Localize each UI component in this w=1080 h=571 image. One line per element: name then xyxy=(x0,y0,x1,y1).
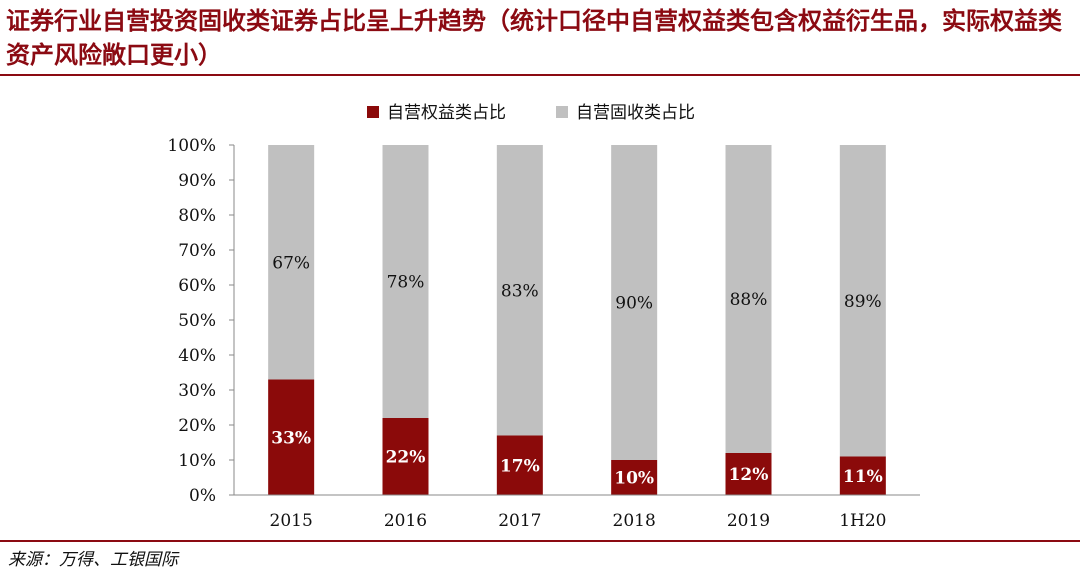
y-tick-label: 60% xyxy=(178,276,216,296)
x-tick-label: 2015 xyxy=(270,511,313,531)
data-label-fixed-income: 88% xyxy=(730,290,768,310)
source-note: 来源：万得、工银国际 xyxy=(8,550,178,570)
data-label-equity: 33% xyxy=(271,428,311,448)
bar-equity xyxy=(496,435,543,495)
legend-label-fixed-income: 自营固收类占比 xyxy=(576,103,695,123)
y-tick-label: 0% xyxy=(189,486,216,506)
data-label-equity: 11% xyxy=(843,467,883,487)
bar-equity xyxy=(725,453,772,495)
bars: 33% 67% 22% 78% 17% 83% 10% 90% 12% 88% 11% 89% xyxy=(268,145,886,495)
title-divider xyxy=(0,74,1080,76)
y-tick-label: 40% xyxy=(178,346,216,366)
data-label-equity: 10% xyxy=(614,469,654,489)
data-label-fixed-income: 89% xyxy=(844,292,882,312)
y-tick-label: 90% xyxy=(178,171,216,191)
bar-fixed-income xyxy=(839,145,886,457)
data-label-fixed-income: 90% xyxy=(615,294,653,314)
x-tick-label: 2018 xyxy=(613,511,656,531)
y-tick-label: 30% xyxy=(178,381,216,401)
bar-fixed-income xyxy=(496,145,543,436)
data-label-fixed-income: 78% xyxy=(387,273,425,293)
x-tick-label: 2016 xyxy=(384,511,427,531)
bar-equity xyxy=(839,456,886,495)
y-axis: 0% 10% 20% 30% 40% 50% 60% 70% 80% 90% 100% xyxy=(167,136,235,506)
legend-swatch-equity xyxy=(367,106,379,118)
data-label-fixed-income: 83% xyxy=(501,281,539,301)
bar-fixed-income xyxy=(268,145,315,380)
x-tick-label: 2019 xyxy=(727,511,770,531)
bar-fixed-income xyxy=(382,145,429,418)
x-tick-label: 2017 xyxy=(498,511,541,531)
legend-swatch-fixed-income xyxy=(556,106,568,118)
y-tick-label: 20% xyxy=(178,416,216,436)
legend: 自营权益类占比 自营固收类占比 xyxy=(367,103,695,123)
data-label-fixed-income: 67% xyxy=(272,253,310,273)
data-label-equity: 22% xyxy=(386,448,426,468)
data-label-equity: 12% xyxy=(729,465,769,485)
bar-equity xyxy=(268,379,315,495)
y-tick-label: 80% xyxy=(178,206,216,226)
chart-title: 证券行业自营投资固收类证券占比呈上升趋势（统计口径中自营权益类包含权益衍生品，实… xyxy=(6,7,1062,69)
y-tick-label: 50% xyxy=(178,311,216,331)
y-tick-label: 100% xyxy=(167,136,216,156)
bar-equity xyxy=(611,460,658,495)
bar-fixed-income xyxy=(611,145,658,460)
stacked-bar-chart: 自营权益类占比 自营固收类占比 0% 10% 20% 30% 40% 50% 60% 70% 80… xyxy=(167,103,920,531)
x-tick-label: 1H20 xyxy=(839,511,886,531)
bar-equity xyxy=(382,418,429,495)
y-tick-label: 10% xyxy=(178,451,216,471)
x-axis: 2015 2016 2017 2018 2019 1H20 xyxy=(234,494,920,531)
bar-fixed-income xyxy=(725,145,772,453)
legend-label-equity: 自营权益类占比 xyxy=(387,103,506,123)
data-label-equity: 17% xyxy=(500,456,540,476)
footer-divider xyxy=(0,540,1080,542)
y-tick-label: 70% xyxy=(178,241,216,261)
